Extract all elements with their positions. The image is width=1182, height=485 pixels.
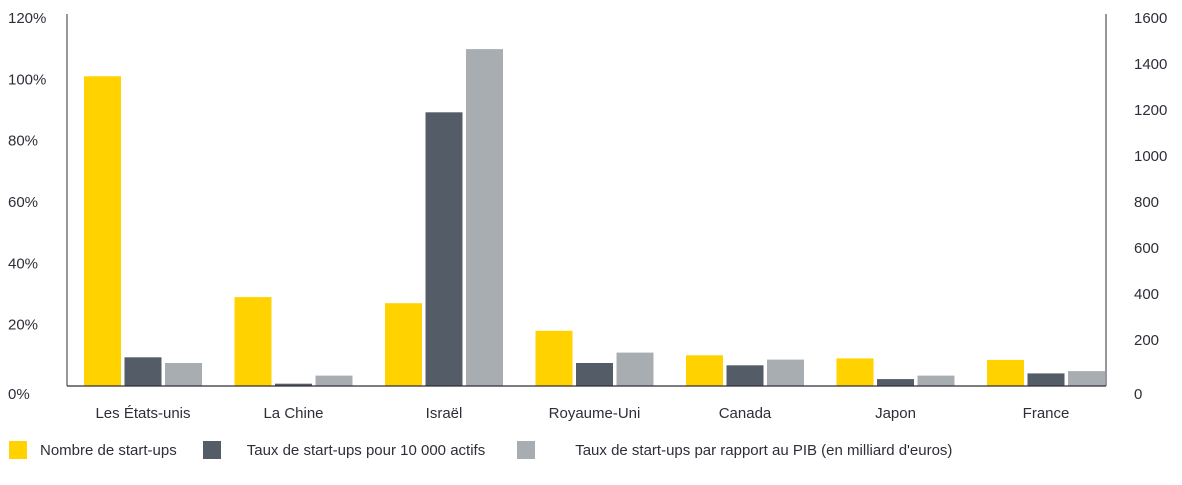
left-tick-label: 120% bbox=[8, 10, 46, 27]
legend-label: Taux de start-ups pour 10 000 actifs bbox=[246, 441, 486, 459]
left-tick-label: 80% bbox=[8, 133, 38, 150]
x-tick-label: France bbox=[1023, 405, 1070, 422]
legend-label: Taux de start-ups par rapport au PIB (en… bbox=[575, 441, 953, 459]
x-tick-label: Israël bbox=[426, 405, 463, 422]
bar-taux-actifs bbox=[877, 379, 914, 386]
bar-nombre bbox=[987, 359, 1024, 386]
bar-nombre bbox=[686, 355, 723, 386]
x-tick-label: La Chine bbox=[263, 405, 323, 422]
right-tick-label: 1000 bbox=[1134, 148, 1167, 165]
right-tick-label: 800 bbox=[1134, 194, 1159, 211]
x-tick-label: Les États-unis bbox=[95, 405, 190, 422]
bar-chart: 0% 20% 40% 60% 80% 100% 120% 0 200 400 600 800 1000… bbox=[8, 10, 1167, 422]
left-y-axis: 0% 20% 40% 60% 80% 100% 120% bbox=[8, 10, 46, 403]
right-tick-label: 1200 bbox=[1134, 102, 1167, 119]
bar-taux-pib bbox=[1068, 371, 1105, 386]
bar-taux-actifs bbox=[425, 112, 463, 387]
bar-taux-actifs bbox=[275, 383, 312, 386]
legend-swatch-yellow bbox=[9, 441, 27, 459]
bars bbox=[84, 49, 1105, 387]
legend-swatch-grey bbox=[517, 441, 536, 459]
right-tick-label: 400 bbox=[1134, 286, 1159, 303]
left-tick-label: 60% bbox=[8, 194, 38, 211]
bar-taux-actifs bbox=[576, 363, 613, 386]
bar-taux-pib bbox=[767, 359, 804, 386]
right-tick-label: 600 bbox=[1134, 240, 1159, 257]
bar-nombre bbox=[535, 330, 573, 386]
bar-nombre bbox=[836, 358, 874, 386]
x-tick-label: Japon bbox=[875, 405, 916, 422]
bar-taux-actifs bbox=[726, 365, 764, 386]
left-tick-label: 20% bbox=[8, 317, 38, 334]
x-tick-label: Canada bbox=[719, 405, 772, 422]
legend-item-taux-pib: Taux de start-ups par rapport au PIB (en… bbox=[517, 441, 952, 459]
bar-taux-pib bbox=[315, 375, 353, 386]
left-tick-label: 100% bbox=[8, 71, 46, 88]
x-axis-labels: Les États-unis La Chine Israël Royaume-Uni C… bbox=[95, 405, 1069, 422]
bar-taux-pib bbox=[466, 49, 503, 386]
legend-item-taux-actifs: Taux de start-ups pour 10 000 actifs bbox=[202, 441, 486, 459]
bar-taux-pib bbox=[917, 375, 955, 386]
bar-taux-actifs bbox=[124, 357, 162, 387]
bar-nombre bbox=[234, 297, 272, 386]
right-tick-label: 1600 bbox=[1134, 10, 1167, 27]
left-tick-label: 40% bbox=[8, 255, 38, 272]
bar-taux-pib bbox=[165, 363, 202, 386]
bar-nombre bbox=[385, 303, 422, 386]
legend-swatch-dark bbox=[202, 441, 221, 459]
legend-label: Nombre de start-ups bbox=[40, 441, 177, 459]
left-tick-label: 0% bbox=[8, 386, 30, 403]
x-tick-label: Royaume-Uni bbox=[549, 405, 641, 422]
right-tick-label: 1400 bbox=[1134, 56, 1167, 73]
bar-taux-pib bbox=[616, 352, 654, 386]
bar-taux-actifs bbox=[1027, 373, 1065, 386]
legend: Nombre de start-ups Taux de start-ups po… bbox=[9, 439, 952, 461]
right-tick-label: 0 bbox=[1134, 386, 1142, 403]
right-y-axis: 0 200 400 600 800 1000 1200 1400 1600 bbox=[1134, 10, 1167, 403]
bar-nombre bbox=[84, 76, 121, 387]
right-tick-label: 200 bbox=[1134, 332, 1159, 349]
legend-item-nombre: Nombre de start-ups bbox=[9, 441, 177, 459]
